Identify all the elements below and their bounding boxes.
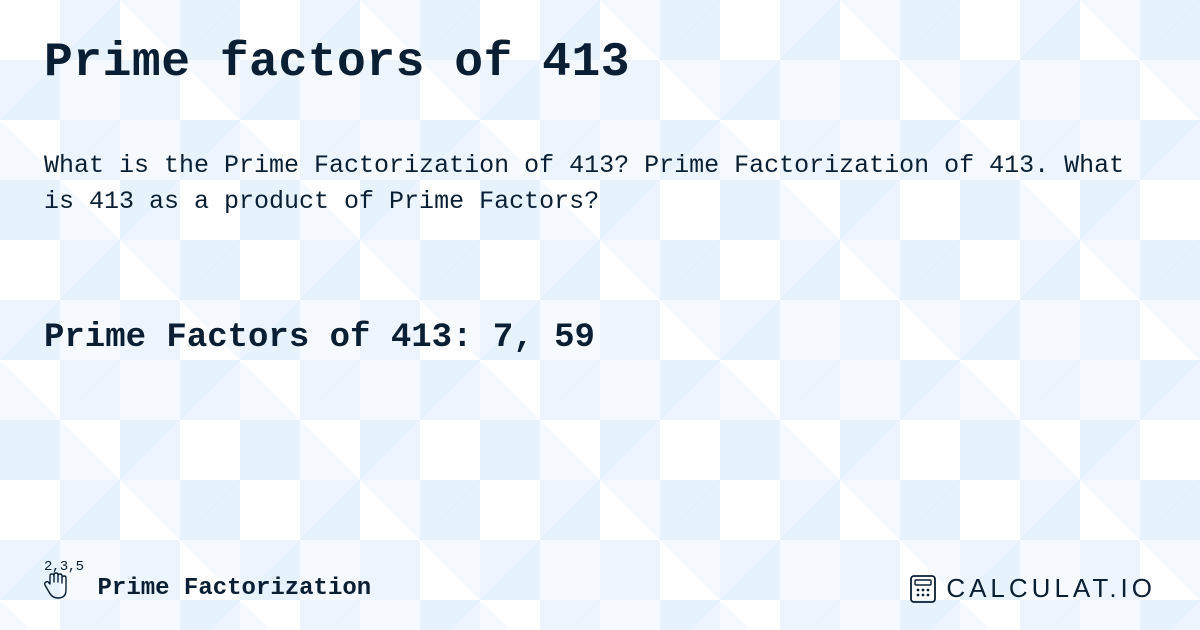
hand-icon — [44, 572, 78, 606]
prime-factorization-icon: 2,3,5 — [44, 560, 84, 606]
footer-category-label: Prime Factorization — [98, 575, 372, 606]
page-title: Prime factors of 413 — [44, 36, 1156, 90]
calculator-icon — [908, 574, 938, 604]
page-description: What is the Prime Factorization of 413? … — [44, 148, 1144, 221]
footer: 2,3,5 Prime Factorization CALCULAT.IO — [44, 560, 1156, 606]
brand-logo: CALCULAT.IO — [908, 573, 1156, 606]
brand-name: CALCULAT.IO — [946, 573, 1156, 604]
footer-left: 2,3,5 Prime Factorization — [44, 560, 371, 606]
prime-factors-result: Prime Factors of 413: 7, 59 — [44, 319, 1156, 357]
